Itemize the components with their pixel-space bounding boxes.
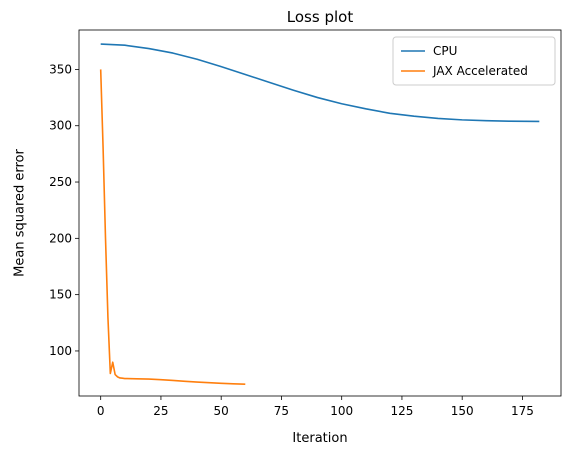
plot-lines [99, 43, 540, 385]
legend: CPU JAX Accelerated [392, 36, 556, 86]
x-tick-label: 100 [330, 404, 353, 418]
y-tick-label: 250 [49, 175, 72, 189]
x-tick-label: 75 [274, 404, 289, 418]
y-tick-label: 100 [49, 344, 72, 358]
x-tick-label: 25 [153, 404, 168, 418]
legend-label-0: CPU [433, 44, 457, 58]
y-tick-label: 200 [49, 231, 72, 245]
legend-label-1: JAX Accelerated [432, 64, 528, 78]
x-axis: 0 25 50 75 100 125 150 175 [97, 396, 534, 418]
y-axis: 100 150 200 250 300 350 [49, 62, 79, 358]
x-axis-title: Iteration [292, 431, 347, 446]
x-tick-label: 0 [97, 404, 105, 418]
chart-title: Loss plot [287, 8, 354, 26]
x-tick-label: 175 [511, 404, 534, 418]
x-tick-label: 50 [214, 404, 229, 418]
plot-frame [78, 29, 562, 397]
y-axis-title: Mean squared error [13, 149, 28, 277]
series-line-1 [99, 69, 246, 385]
y-tick-label: 350 [49, 62, 72, 76]
series-line-0 [100, 43, 540, 123]
y-tick-label: 300 [49, 119, 72, 133]
x-tick-label: 125 [390, 404, 413, 418]
x-tick-label: 150 [451, 404, 474, 418]
y-tick-label: 150 [49, 288, 72, 302]
legend-box [392, 36, 556, 86]
